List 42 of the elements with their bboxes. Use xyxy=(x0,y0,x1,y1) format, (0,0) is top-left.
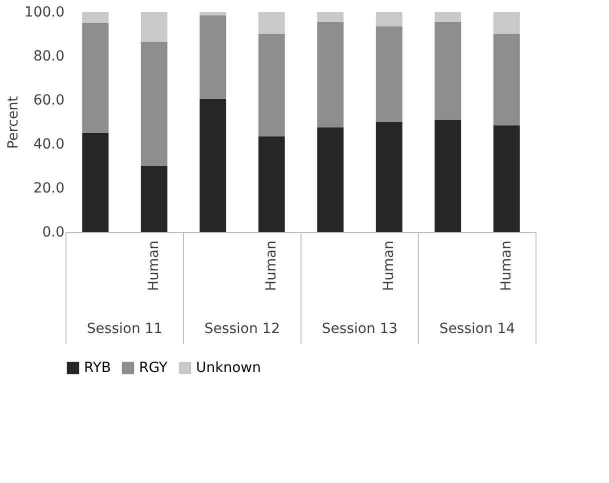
bar xyxy=(258,136,285,232)
bar xyxy=(434,22,462,120)
bar xyxy=(317,12,344,22)
bar xyxy=(376,122,402,232)
x-tick-label: Human xyxy=(381,240,398,291)
x-tick-label: Human xyxy=(146,240,162,291)
bar xyxy=(493,12,520,34)
bar xyxy=(493,34,520,126)
bar xyxy=(258,34,285,136)
legend-label: Unknown xyxy=(196,360,261,376)
bar xyxy=(200,15,226,99)
legend-label: RGY xyxy=(139,360,168,376)
text: Session 13 xyxy=(322,321,398,337)
x-tick-label: Human xyxy=(498,240,515,291)
text: Session 12 xyxy=(204,321,280,337)
bar xyxy=(140,166,168,232)
y-tick-label: 0.0 xyxy=(42,224,64,240)
bar xyxy=(82,12,109,23)
bar xyxy=(258,12,285,34)
bar xyxy=(317,22,344,128)
legend-label: RYB xyxy=(84,360,111,376)
y-axis-title: Percent xyxy=(5,96,22,149)
bar xyxy=(82,23,109,133)
bar xyxy=(200,12,226,16)
bar xyxy=(200,98,226,232)
bar xyxy=(140,42,168,166)
bar xyxy=(317,128,344,232)
bar xyxy=(493,125,520,232)
bar xyxy=(376,26,402,122)
x-tick-label: Human xyxy=(264,240,280,291)
bar xyxy=(140,12,168,42)
bar xyxy=(434,12,462,22)
y-tick-label: 20.0 xyxy=(33,180,64,196)
bar xyxy=(434,120,462,232)
text: Session 14 xyxy=(439,321,516,337)
bar xyxy=(376,12,402,26)
text: Session 11 xyxy=(86,321,163,337)
y-tick-label: 80.0 xyxy=(33,48,64,64)
y-tick-label: 100.0 xyxy=(24,4,64,20)
y-tick-label: 60.0 xyxy=(33,92,64,108)
bar xyxy=(82,133,109,232)
y-tick-label: 40.0 xyxy=(33,136,64,152)
